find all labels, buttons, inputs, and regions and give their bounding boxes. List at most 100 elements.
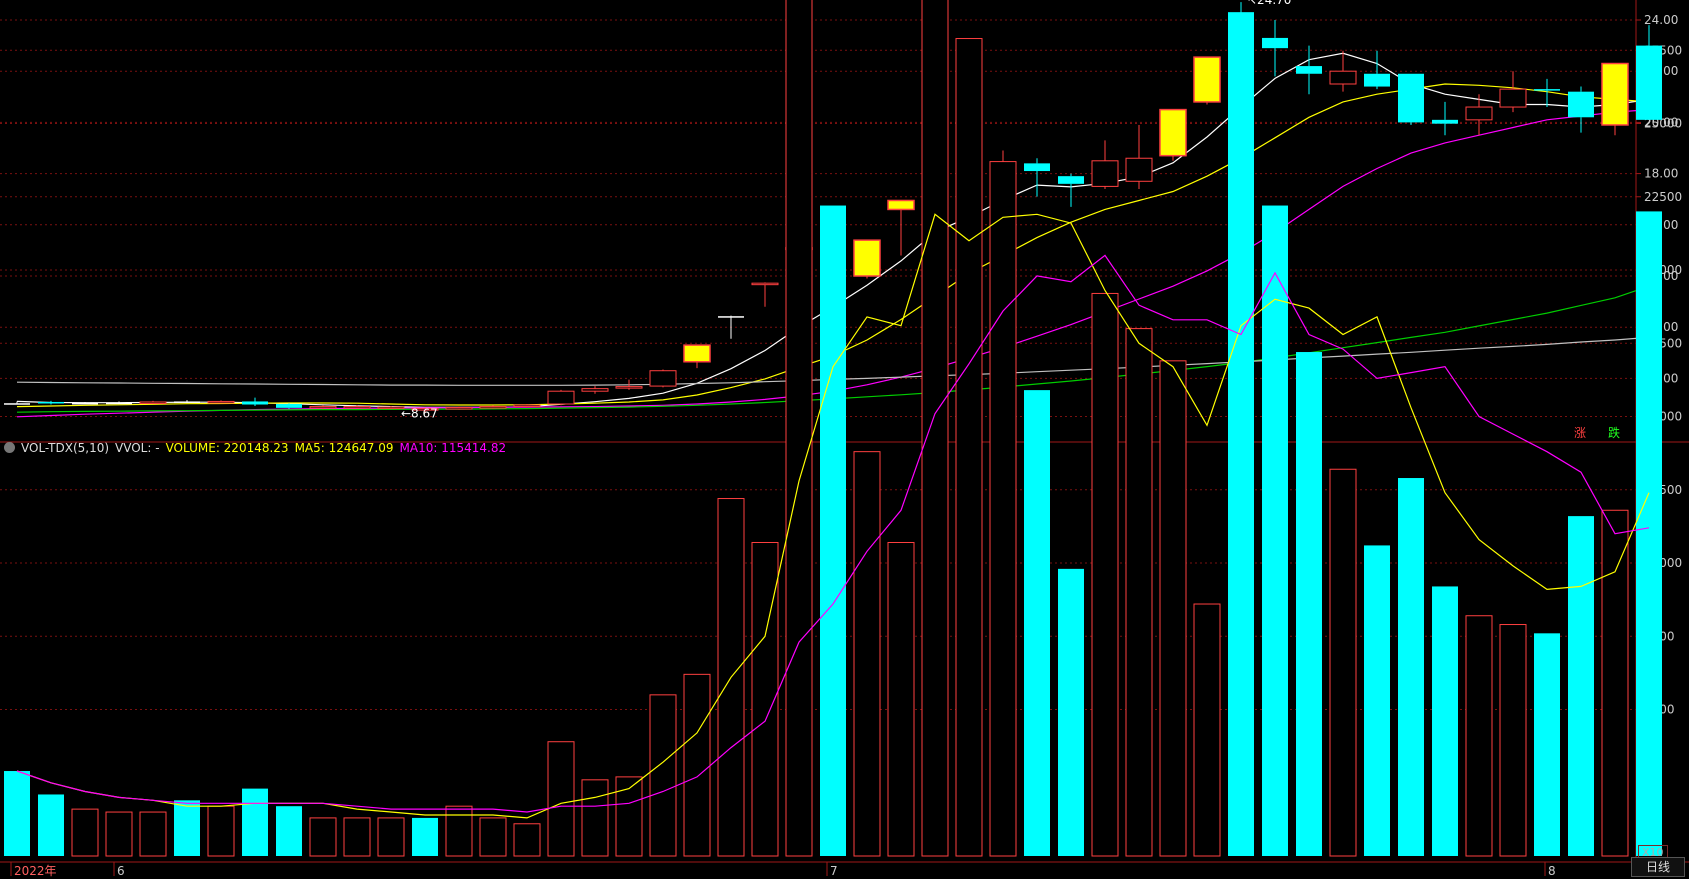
candle-body — [1499, 88, 1527, 108]
x-axis-label: 6 — [117, 864, 125, 878]
volume-bar — [1568, 516, 1594, 856]
x-axis-label: 2022年 — [14, 864, 57, 878]
volume-bar — [1058, 568, 1084, 856]
candle-body — [207, 400, 235, 404]
volume-bar — [412, 817, 438, 856]
candle-body — [242, 401, 268, 405]
volume-bar — [820, 205, 846, 857]
candle-body — [377, 406, 405, 410]
candle-body — [4, 403, 30, 405]
candle-body — [1091, 160, 1119, 187]
volume-bar — [377, 817, 405, 857]
vol-ma10-value: MA10: 115414.82 — [399, 441, 507, 455]
volume-bar — [547, 741, 575, 857]
candle-body — [445, 407, 473, 410]
volume-bar — [139, 811, 167, 857]
candle-body — [106, 402, 132, 405]
volume-bar — [1262, 205, 1288, 857]
limit-up-marker: 涨 — [1574, 425, 1586, 440]
candle-body — [751, 282, 779, 286]
candle-body — [1398, 73, 1424, 123]
price-tick-label: 18.00 — [1644, 167, 1678, 181]
volume-bar — [309, 817, 337, 857]
candle-body — [139, 401, 167, 404]
x-axis-label: 7 — [830, 864, 838, 878]
volume-bar — [1091, 292, 1119, 857]
candle-body — [649, 370, 677, 387]
volume-bar — [207, 805, 235, 857]
candle-body — [38, 401, 64, 404]
volume-bar — [1329, 468, 1357, 857]
x-axis-label: 8 — [1548, 864, 1556, 878]
candle-body — [309, 406, 337, 409]
candle-body — [547, 390, 575, 405]
candle-body — [1125, 157, 1153, 182]
limit-down-marker: 跌 — [1608, 425, 1620, 440]
volume-bar — [581, 779, 609, 857]
candle-body — [174, 401, 200, 403]
candle-body — [1601, 62, 1629, 126]
volume-bar — [649, 694, 677, 857]
candle-body — [1636, 45, 1662, 120]
candle-body — [683, 344, 711, 363]
candle-body — [479, 406, 507, 409]
candle-body — [1329, 70, 1357, 85]
candle-body — [1024, 163, 1050, 172]
candle-body — [1465, 106, 1493, 121]
candle-body — [1296, 66, 1322, 74]
candle-body — [1058, 176, 1084, 184]
volume-bar — [1296, 352, 1322, 856]
volume-indicator-header: VOL-TDX(5,10) VVOL: - VOLUME: 220148.23 MA5… — [4, 441, 512, 457]
volume-bar — [887, 541, 915, 857]
candle-body — [615, 386, 643, 389]
candle-body — [343, 406, 371, 409]
volume-bar — [242, 788, 268, 856]
volume-bar — [4, 771, 30, 856]
volume-bar — [71, 808, 99, 857]
volume-bar — [1636, 211, 1662, 856]
volume-bar — [1398, 478, 1424, 856]
period-daily-button[interactable]: 日线 — [1631, 857, 1685, 877]
volume-bar — [105, 811, 133, 857]
candle-body — [887, 199, 915, 211]
volume-bar — [1432, 586, 1458, 856]
volume-bar — [513, 823, 541, 857]
volume-bar — [683, 673, 711, 857]
vol-ma5-value: MA5: 124647.09 — [294, 441, 394, 455]
volume-bar — [955, 38, 983, 857]
volume-bar — [479, 817, 507, 857]
candle-body — [72, 402, 98, 405]
volume-bar — [276, 806, 302, 856]
volume-tick-label: 22500 — [1644, 190, 1682, 204]
volume-bar — [785, 0, 813, 857]
volume-bar — [1228, 12, 1254, 857]
volume-bar — [921, 0, 949, 857]
vol-indicator-name[interactable]: VOL-TDX(5,10) — [21, 441, 110, 455]
volume-bar — [853, 451, 881, 857]
candle-body — [853, 239, 881, 277]
candle-body — [411, 408, 439, 411]
volume-ma10-line — [16, 254, 1650, 813]
candle-body — [276, 404, 302, 408]
candle-body — [718, 316, 744, 318]
candle-body — [1262, 37, 1288, 49]
candle-body — [1193, 56, 1221, 103]
candle-body — [1568, 91, 1594, 118]
indicator-menu-icon[interactable] — [4, 442, 15, 453]
candle-body — [513, 404, 541, 408]
low-price-label: ←8.67 — [401, 406, 438, 420]
volume-bar — [615, 776, 643, 857]
volume-bar — [1601, 509, 1629, 857]
volume-bar — [1534, 633, 1560, 856]
candle-body — [1534, 89, 1560, 91]
volume-bar — [1465, 615, 1493, 857]
volume-bar — [174, 800, 200, 856]
volume-bar — [1193, 603, 1221, 857]
volume-bar — [1024, 390, 1050, 856]
candle-body — [1364, 73, 1390, 87]
candle-body — [1432, 119, 1458, 124]
volume-bar — [38, 794, 64, 856]
volume-value: VOLUME: 220148.23 — [165, 441, 289, 455]
volume-bar — [1499, 624, 1527, 857]
